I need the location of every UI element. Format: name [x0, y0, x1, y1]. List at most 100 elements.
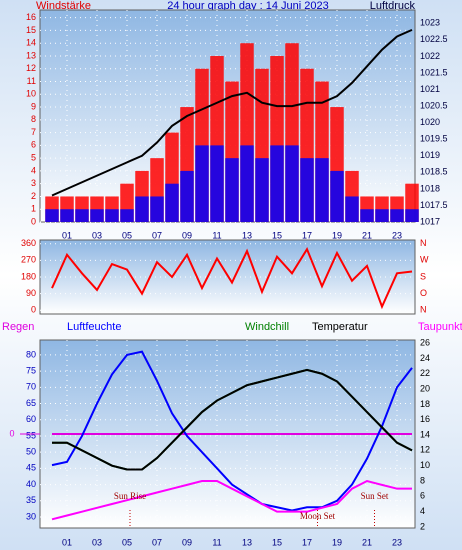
tick-label: 10 [26, 89, 36, 99]
legend-entry: Regen [2, 321, 34, 333]
tick-label: 1 [31, 204, 36, 214]
x-tick-label: 23 [392, 537, 402, 547]
tick-label: S [420, 271, 426, 281]
bar [45, 209, 59, 222]
tick-label: 80 [26, 349, 36, 359]
bar [285, 145, 299, 222]
tick-label: 45 [26, 463, 36, 473]
tick-label: 0 [31, 216, 36, 226]
tick-label: 1020 [420, 117, 440, 127]
bar [345, 196, 359, 222]
tick-label: 16 [420, 414, 430, 424]
tick-label: 2 [31, 191, 36, 201]
bar [105, 209, 119, 222]
tick-label: 9 [31, 101, 36, 111]
x-tick-label: 05 [122, 537, 132, 547]
tick-label: 3 [31, 178, 36, 188]
tick-label: 1017 [420, 216, 440, 226]
bar [405, 209, 419, 222]
x-tick-label: 07 [152, 230, 162, 240]
chart-title: 24 hour graph day : 14 Juni 2023 [167, 0, 328, 12]
bar [195, 145, 209, 222]
bar [390, 209, 404, 222]
bar [60, 209, 74, 222]
x-tick-label: 21 [362, 230, 372, 240]
tick-label: 75 [26, 365, 36, 375]
x-tick-label: 01 [62, 230, 72, 240]
tick-label: 360 [21, 238, 36, 248]
x-tick-label: 07 [152, 537, 162, 547]
tick-label: 30 [26, 511, 36, 521]
tick-label: 1023 [420, 18, 440, 28]
tick-label: 4 [420, 506, 425, 516]
tick-label: 1017.5 [420, 200, 448, 210]
tick-label: 50 [26, 447, 36, 457]
bar [375, 209, 389, 222]
legend-entry: Temperatur [312, 321, 368, 333]
tick-label: 270 [21, 255, 36, 265]
series-line [52, 368, 413, 471]
bar [360, 209, 374, 222]
x-tick-label: 01 [62, 537, 72, 547]
bar [75, 209, 89, 222]
x-tick-label: 17 [302, 230, 312, 240]
x-tick-label: 19 [332, 537, 342, 547]
tick-label: 1018.5 [420, 167, 448, 177]
bar [240, 145, 254, 222]
tick-label: 55 [26, 430, 36, 440]
x-tick-label: 11 [212, 230, 221, 240]
bar [315, 158, 329, 222]
tick-label: 0 [31, 305, 36, 315]
tick-label: 5 [31, 153, 36, 163]
x-tick-label: 13 [242, 537, 252, 547]
x-tick-label: 03 [92, 230, 102, 240]
x-tick-label: 19 [332, 230, 342, 240]
tick-label: 14 [26, 38, 36, 48]
tick-label: 1022 [420, 51, 440, 61]
tick-label: 1019 [420, 150, 440, 160]
bar [180, 170, 194, 222]
tick-label: 1019.5 [420, 134, 448, 144]
tick-label: 1020.5 [420, 100, 448, 110]
tick-label: 18 [420, 399, 430, 409]
bar [330, 170, 344, 222]
legend-entry: Taupunkt [418, 321, 462, 333]
tick-label: 24 [420, 353, 430, 363]
tick-label: 22 [420, 368, 430, 378]
bar [135, 196, 149, 222]
series-line [51, 28, 413, 197]
x-tick-label: 13 [242, 230, 252, 240]
tick-label: 90 [26, 288, 36, 298]
wind-label: Windstärke [36, 0, 91, 12]
tick-label: N [420, 305, 427, 315]
tick-label: 6 [420, 491, 425, 501]
legend-entry: Windchill [245, 321, 289, 333]
annotation: Moon Set [300, 511, 336, 521]
tick-label: 16 [26, 12, 36, 22]
tick-label: 0 [9, 428, 14, 438]
x-tick-label: 09 [182, 230, 192, 240]
annotation: Sun Rise [114, 491, 146, 501]
tick-label: 60 [26, 414, 36, 424]
series-line [51, 350, 413, 512]
tick-label: 1021 [420, 84, 440, 94]
tick-label: 1021.5 [420, 67, 448, 77]
tick-label: 40 [26, 479, 36, 489]
pressure-label: Luftdruck [370, 0, 416, 12]
x-tick-label: 21 [362, 537, 372, 547]
annotation: Sun Set [361, 491, 389, 501]
tick-label: 12 [26, 63, 36, 73]
tick-label: 14 [420, 429, 430, 439]
tick-label: O [420, 288, 427, 298]
bar [300, 158, 314, 222]
tick-label: 8 [420, 475, 425, 485]
tick-label: 15 [26, 25, 36, 35]
x-tick-label: 23 [392, 230, 402, 240]
tick-label: 2 [420, 521, 425, 531]
series-line [51, 247, 413, 310]
x-tick-label: 11 [212, 537, 221, 547]
x-tick-label: 17 [302, 537, 312, 547]
tick-label: 12 [420, 445, 430, 455]
tick-label: 1018 [420, 183, 440, 193]
